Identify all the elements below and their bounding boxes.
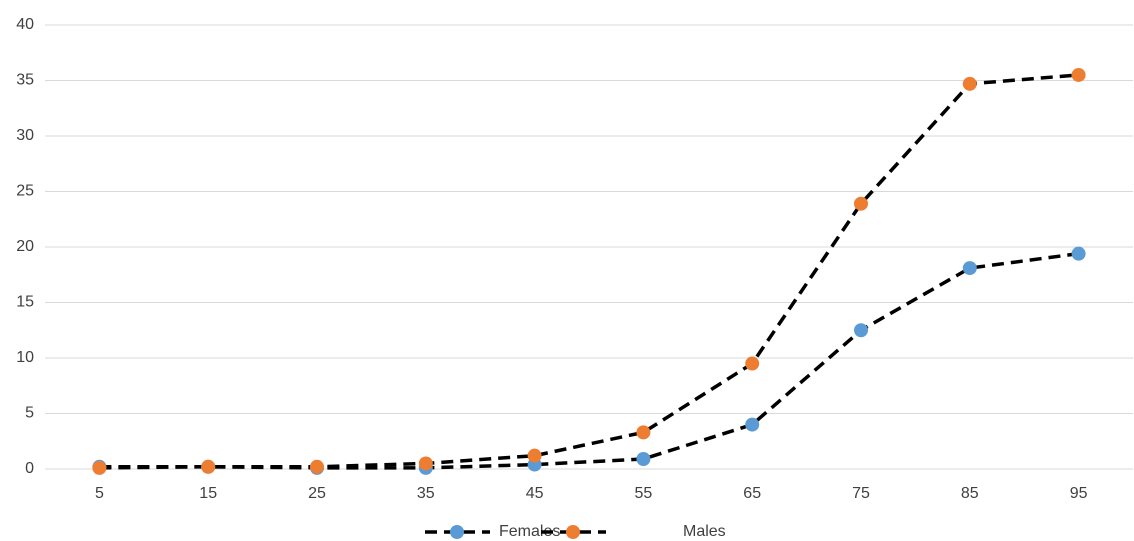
data-point <box>962 76 977 91</box>
y-tick-label: 40 <box>16 16 34 33</box>
x-tick-label: 35 <box>417 485 435 502</box>
x-tick-label: 75 <box>852 485 870 502</box>
y-tick-label: 25 <box>16 183 34 200</box>
y-tick-label: 30 <box>16 127 34 144</box>
series-line <box>99 251 1079 470</box>
data-point <box>745 356 760 371</box>
data-point <box>1071 246 1086 261</box>
series-line <box>99 73 1079 470</box>
x-tick-label: 55 <box>635 485 653 502</box>
data-point <box>201 459 216 474</box>
data-point <box>92 460 107 475</box>
legend-label: Females <box>499 523 560 540</box>
x-tick-label: 45 <box>526 485 544 502</box>
data-point <box>745 417 760 432</box>
data-point <box>636 452 651 467</box>
x-tick-label: 95 <box>1070 485 1088 502</box>
x-tick-label: 65 <box>743 485 761 502</box>
legend-label: Males <box>683 523 726 540</box>
y-tick-label: 0 <box>25 460 34 477</box>
data-point <box>962 261 977 276</box>
x-tick-label: 25 <box>308 485 326 502</box>
x-tick-label: 5 <box>95 485 104 502</box>
legend-marker <box>450 525 464 539</box>
data-point <box>854 323 868 338</box>
data-point <box>418 456 433 471</box>
data-point <box>527 448 542 463</box>
y-tick-label: 10 <box>16 349 34 366</box>
y-tick-label: 15 <box>16 294 34 311</box>
legend-marker <box>566 525 580 539</box>
y-tick-label: 20 <box>16 238 34 255</box>
data-point <box>310 459 324 474</box>
y-tick-label: 5 <box>25 405 34 422</box>
data-point <box>854 196 868 211</box>
x-tick-label: 85 <box>961 485 979 502</box>
x-tick-label: 15 <box>199 485 217 502</box>
data-point <box>636 425 651 440</box>
y-tick-label: 35 <box>16 72 34 89</box>
data-point <box>1071 67 1086 82</box>
